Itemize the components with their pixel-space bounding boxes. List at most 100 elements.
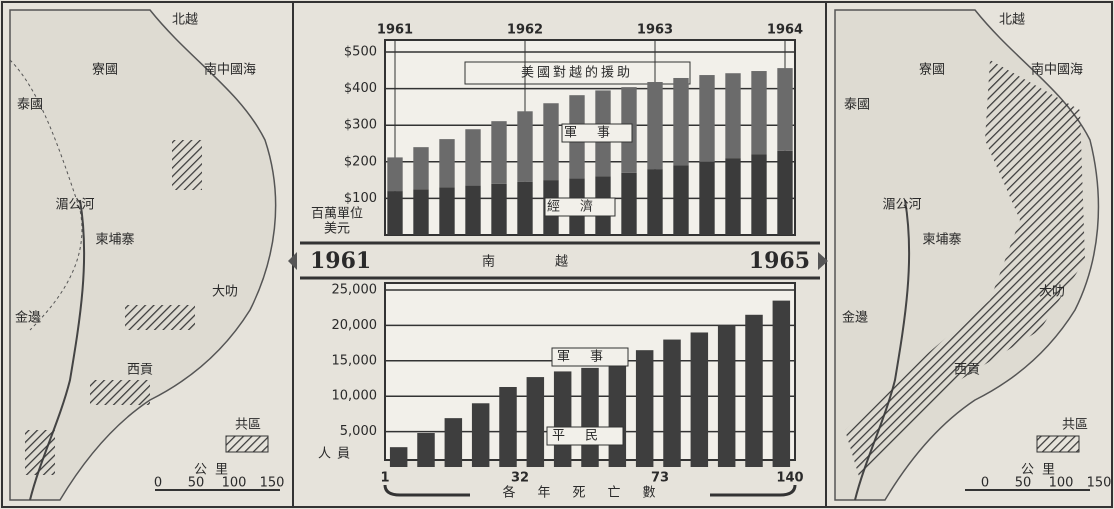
bar <box>554 371 571 467</box>
bar-segment <box>517 182 532 235</box>
y-tick-label: 20,000 <box>332 318 378 333</box>
y-tick-label: 10,000 <box>332 389 378 404</box>
chart-title: 美國對越的援助 <box>521 65 633 81</box>
death-count: 32 <box>511 471 529 486</box>
map-label: 金邊 <box>842 310 868 326</box>
annotation: 軍事 <box>557 350 623 365</box>
map-label: 大叻 <box>1039 285 1065 300</box>
bar <box>472 403 489 467</box>
bar-segment <box>491 184 506 235</box>
map-label: 南中國海 <box>204 62 256 78</box>
bar-segment <box>439 139 454 187</box>
bar-segment <box>751 154 766 235</box>
map-label: 北越 <box>172 13 198 28</box>
scale-label: 150 <box>260 476 285 491</box>
x-tick-label: 1963 <box>637 23 673 38</box>
bar <box>718 325 735 467</box>
scale-label: 100 <box>222 476 247 491</box>
map-label: 柬埔寨 <box>95 232 134 248</box>
bar <box>445 418 462 467</box>
bar-segment <box>673 78 688 165</box>
bar <box>745 315 762 467</box>
bar <box>636 350 653 467</box>
bar-segment <box>491 121 506 184</box>
bar-segment <box>777 151 792 235</box>
map-label: 金邊 <box>15 310 41 326</box>
annotation: 平民 <box>552 429 618 444</box>
map-label: 泰國 <box>844 98 870 113</box>
death-label: 各年死亡數 <box>502 485 677 501</box>
map-label: 共區 <box>235 418 261 433</box>
map-label: 泰國 <box>17 98 43 113</box>
banner-title: 南越 <box>482 254 628 270</box>
bar-segment <box>699 75 714 162</box>
bar-segment <box>387 157 402 191</box>
bar-segment <box>751 71 766 154</box>
x-tick-label: 1964 <box>767 23 803 38</box>
series-label: 經濟 <box>547 199 613 215</box>
scale-label: 0 <box>981 476 989 491</box>
death-count: 140 <box>776 471 803 486</box>
series-label: 軍事 <box>564 126 630 141</box>
bar-segment <box>725 73 740 158</box>
y-tick-label: 5,000 <box>340 424 377 439</box>
banner-end: 1965 <box>749 248 810 274</box>
bar <box>609 364 626 467</box>
x-tick-label: 1962 <box>507 23 543 38</box>
bar-segment <box>621 173 636 235</box>
bar <box>527 377 544 467</box>
bar-segment <box>413 189 428 235</box>
y-tick-label: $200 <box>344 154 377 169</box>
bar-segment <box>465 186 480 235</box>
bar <box>691 332 708 467</box>
bar <box>663 340 680 467</box>
y-unit: 美元 <box>324 222 350 237</box>
scale-label: 100 <box>1049 476 1074 491</box>
map-label: 寮國 <box>92 62 118 78</box>
death-count: 73 <box>651 471 669 486</box>
map-label: 寮國 <box>919 62 945 78</box>
infographic: 1961 南越 1965 美國對越的援助 百萬單位 美元 人員 $100 $200… <box>0 0 1114 509</box>
scale-label: 50 <box>1015 476 1032 491</box>
bar <box>581 368 598 467</box>
y-label: 人員 <box>318 447 356 462</box>
bar-segment <box>647 169 662 235</box>
bar-segment <box>673 165 688 235</box>
y-tick-label: $500 <box>344 45 377 60</box>
bar-segment <box>543 103 558 180</box>
bar-segment <box>517 111 532 182</box>
bar <box>390 447 407 467</box>
scale-label: 0 <box>154 476 162 491</box>
y-tick-label: $300 <box>344 118 377 133</box>
scale-label: 50 <box>188 476 205 491</box>
y-tick-label: $100 <box>344 191 377 206</box>
map-label: 西貢 <box>127 363 153 378</box>
bar-segment <box>777 68 792 151</box>
map-label: 共區 <box>1062 418 1088 433</box>
map-label: 南中國海 <box>1031 62 1083 78</box>
map-label: 大叻 <box>212 285 238 300</box>
death-count: 1 <box>380 471 389 486</box>
bar-segment <box>647 82 662 169</box>
bar-segment <box>465 129 480 185</box>
y-tick-label: 25,000 <box>332 283 378 298</box>
y-tick-label: $400 <box>344 81 377 96</box>
map-label: 湄公河 <box>882 198 921 213</box>
bar <box>499 387 516 467</box>
y-unit: 百萬單位 <box>311 207 363 222</box>
bar-segment <box>387 191 402 235</box>
map-label: 北越 <box>999 13 1025 28</box>
bar <box>773 301 790 467</box>
bar-segment <box>413 147 428 189</box>
bar-segment <box>439 187 454 235</box>
map-label: 柬埔寨 <box>922 232 961 248</box>
scale-label: 150 <box>1087 476 1112 491</box>
map-label: 湄公河 <box>55 198 94 213</box>
map-label: 西貢 <box>954 363 980 378</box>
y-tick-label: 15,000 <box>332 353 378 368</box>
bar-segment <box>725 158 740 235</box>
x-tick-label: 1961 <box>377 23 413 38</box>
banner-start: 1961 <box>310 248 371 274</box>
bar <box>417 433 434 467</box>
bar-segment <box>699 162 714 235</box>
